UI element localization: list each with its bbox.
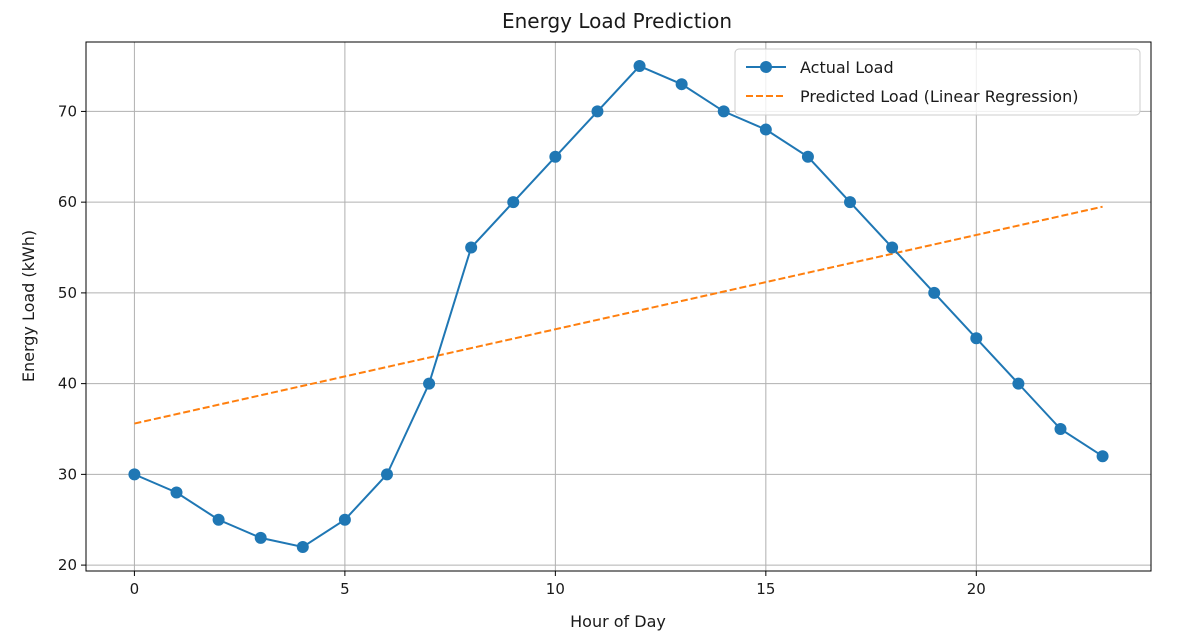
data-point-actual-load [591, 105, 604, 118]
data-point-actual-load [1096, 450, 1109, 463]
axis-ticks: 0 5 10 15 20 20 30 40 50 60 70 [58, 102, 986, 598]
legend-marker-actual-load [760, 61, 772, 73]
data-point-actual-load [1054, 422, 1067, 435]
y-tick-label: 50 [58, 284, 77, 302]
y-tick-label: 20 [58, 556, 77, 574]
data-point-actual-load [886, 241, 899, 254]
x-axis-label: Hour of Day [570, 612, 666, 631]
data-point-actual-load [128, 468, 141, 481]
x-tick-label: 10 [546, 580, 565, 598]
x-tick-label: 0 [130, 580, 140, 598]
plot-frame [85, 41, 1152, 572]
legend-label-predicted-load: Predicted Load (Linear Regression) [800, 87, 1078, 106]
data-point-actual-load [633, 60, 646, 73]
data-point-actual-load [254, 531, 267, 544]
x-tick-label: 5 [340, 580, 350, 598]
series-line-actual-load [134, 64, 1104, 549]
y-axis-label: Energy Load (kWh) [19, 230, 38, 382]
data-point-actual-load [380, 468, 393, 481]
series-layer [128, 60, 1109, 553]
data-point-actual-load [423, 377, 436, 390]
legend-label-actual-load: Actual Load [800, 58, 894, 77]
data-point-actual-load [338, 513, 351, 526]
data-point-actual-load [465, 241, 478, 254]
data-point-actual-load [296, 540, 309, 553]
y-tick-label: 30 [58, 465, 77, 483]
y-tick-label: 40 [58, 375, 77, 393]
legend-box [734, 48, 1141, 116]
data-point-actual-load [1012, 377, 1025, 390]
chart-title: Energy Load Prediction [502, 9, 732, 33]
y-tick-label: 60 [58, 193, 77, 211]
series-line-predicted-load [134, 205, 1103, 425]
legend: Actual Load Predicted Load (Linear Regre… [734, 48, 1141, 116]
data-point-actual-load [717, 105, 730, 118]
data-point-actual-load [759, 123, 772, 136]
data-point-actual-load [970, 332, 983, 345]
x-tick-label: 15 [756, 580, 775, 598]
data-point-actual-load [212, 513, 225, 526]
data-point-actual-load [507, 196, 520, 209]
data-point-actual-load [928, 286, 941, 299]
data-point-actual-load [801, 150, 814, 163]
y-tick-label: 70 [58, 102, 77, 120]
data-point-actual-load [549, 150, 562, 163]
data-point-actual-load [844, 196, 857, 209]
data-point-actual-load [170, 486, 183, 499]
x-tick-label: 20 [967, 580, 986, 598]
data-point-actual-load [675, 78, 688, 91]
